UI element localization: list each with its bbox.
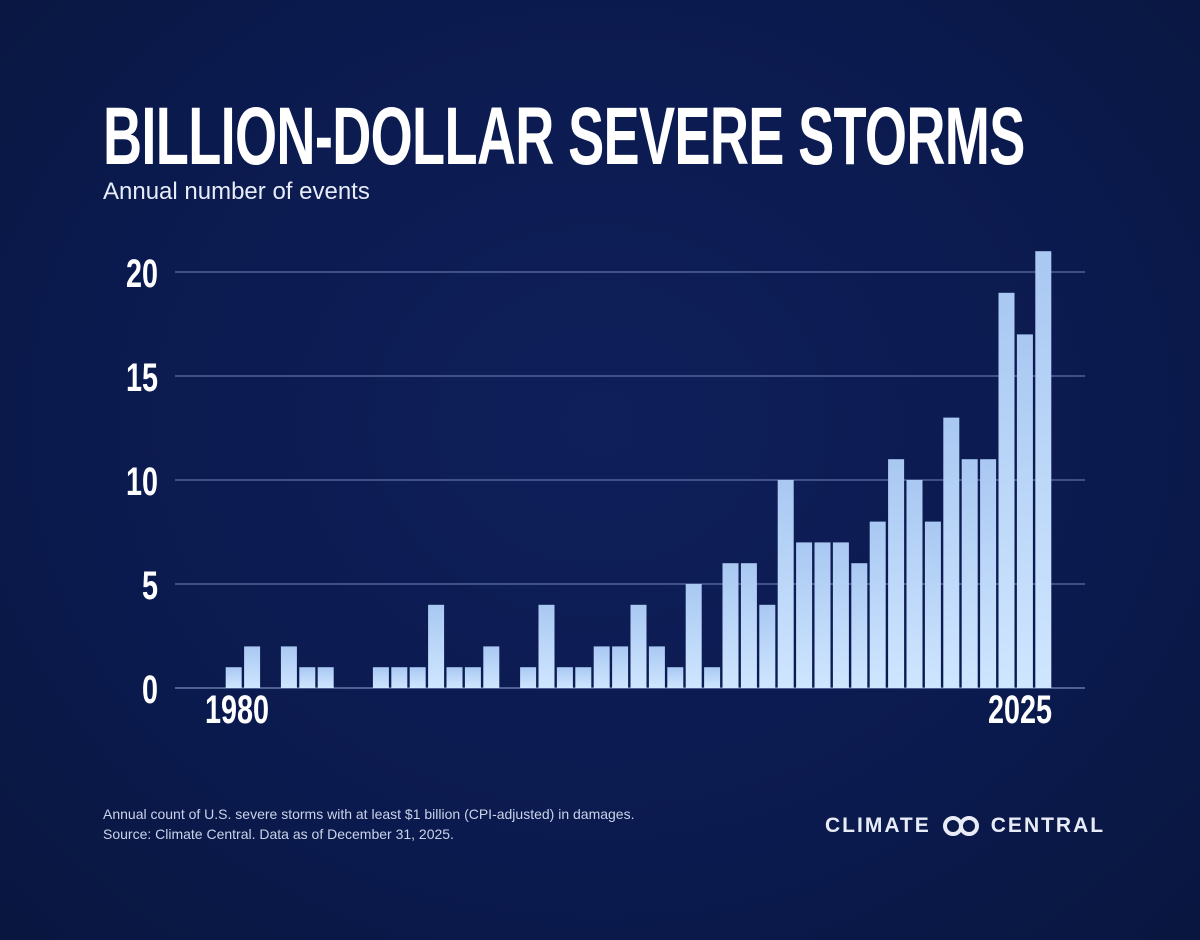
bar-1999 bbox=[556, 667, 573, 688]
bar-1985 bbox=[299, 667, 316, 688]
bar-2009 bbox=[740, 563, 757, 688]
bar-2012 bbox=[796, 542, 813, 688]
y-tick-label: 5 bbox=[142, 563, 158, 608]
bar-2007 bbox=[704, 667, 721, 688]
bar-2001 bbox=[593, 646, 610, 688]
bar-2023 bbox=[998, 292, 1015, 688]
bar-2008 bbox=[722, 563, 739, 688]
bar-2000 bbox=[575, 667, 592, 688]
bar-2015 bbox=[851, 563, 868, 688]
bar-1982 bbox=[244, 646, 261, 688]
bar-2020 bbox=[943, 417, 960, 688]
footnote-line-2: Source: Climate Central. Data as of Dece… bbox=[103, 826, 454, 842]
bar-2024 bbox=[1016, 334, 1033, 688]
logo-text-left: CLIMATE bbox=[825, 814, 931, 837]
bar-2013 bbox=[814, 542, 831, 688]
x-tick-label-end: 2025 bbox=[988, 687, 1052, 732]
bar-2010 bbox=[759, 604, 776, 688]
bar-1997 bbox=[520, 667, 537, 688]
bar-1991 bbox=[409, 667, 426, 688]
bar-2004 bbox=[648, 646, 665, 688]
bar-1995 bbox=[483, 646, 500, 688]
bar-1986 bbox=[317, 667, 334, 688]
bar-2005 bbox=[667, 667, 684, 688]
logo-text-right: CENTRAL bbox=[990, 814, 1106, 837]
y-tick-label: 20 bbox=[126, 251, 158, 296]
bar-1994 bbox=[464, 667, 481, 688]
bar-1989 bbox=[372, 667, 389, 688]
chart-title: BILLION-DOLLAR SEVERE STORMS bbox=[103, 91, 1025, 182]
y-tick-label: 0 bbox=[142, 667, 158, 712]
bar-1998 bbox=[538, 604, 555, 688]
bar-2002 bbox=[612, 646, 629, 688]
bar-2025 bbox=[1035, 251, 1052, 688]
bar-1981 bbox=[225, 667, 242, 688]
bar-2016 bbox=[869, 521, 886, 688]
bar-2017 bbox=[888, 459, 905, 688]
y-tick-label: 10 bbox=[126, 459, 158, 504]
bar-2021 bbox=[961, 459, 978, 688]
bar-2011 bbox=[777, 480, 794, 688]
footnote-line-1: Annual count of U.S. severe storms with … bbox=[103, 806, 635, 822]
x-tick-label-start: 1980 bbox=[205, 687, 269, 732]
bar-2006 bbox=[685, 584, 702, 688]
logo-rings-icon bbox=[942, 816, 979, 836]
climate-central-logo: CLIMATE CENTRAL bbox=[825, 814, 1105, 838]
bar-2022 bbox=[980, 459, 997, 688]
bar-2018 bbox=[906, 480, 923, 688]
y-tick-label: 15 bbox=[126, 355, 158, 400]
bar-2003 bbox=[630, 604, 647, 688]
bar-1990 bbox=[391, 667, 408, 688]
bar-1984 bbox=[280, 646, 297, 688]
bar-2014 bbox=[832, 542, 849, 688]
bar-2019 bbox=[924, 521, 941, 688]
bar-1993 bbox=[446, 667, 463, 688]
chart-subtitle: Annual number of events bbox=[103, 178, 370, 205]
bar-1992 bbox=[428, 604, 445, 688]
bar-chart: 0 5 10 15 20 1980 2025 bbox=[126, 251, 1085, 732]
